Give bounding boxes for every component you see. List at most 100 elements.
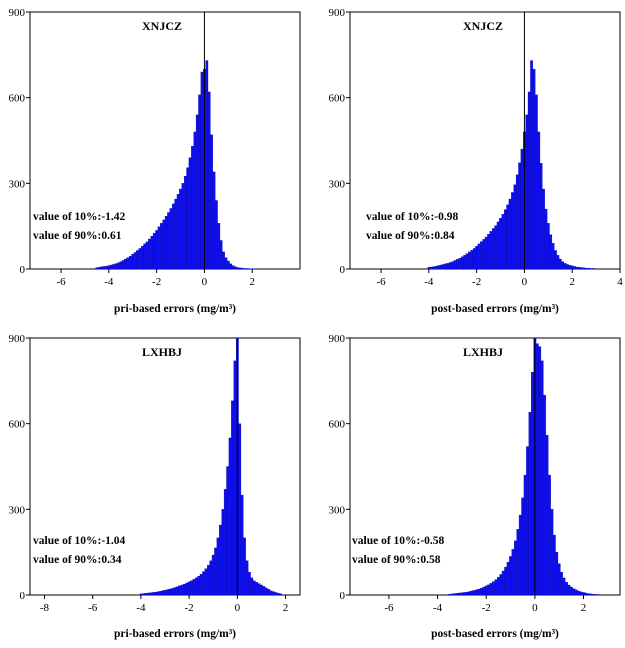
histogram-bar [578,267,581,270]
x-tick-label: -6 [384,602,394,614]
histogram-bar [589,268,593,270]
histogram-bar [149,592,152,596]
y-tick-label: 0 [20,264,26,276]
x-axis-ticks: -6 -4 -2 0 2 [56,269,255,288]
histogram-bar [577,590,581,596]
histogram-bar [554,250,557,270]
histogram-bar [215,200,218,270]
histogram-bar [518,162,521,270]
histogram-bar [569,586,573,596]
histogram-bar [574,589,578,596]
y-tick-label: 300 [329,504,346,516]
histogram-bar [526,446,529,596]
histogram-bar [582,592,585,596]
histogram-bar [234,266,237,270]
histogram-bar [146,592,150,596]
histogram-bar [180,584,184,596]
histogram-bar [439,264,443,270]
histogram-bar [489,231,493,270]
histogram-bar [566,264,569,270]
histogram-bar [250,577,254,596]
histogram-bar [209,560,213,596]
y-tick-label: 600 [329,419,346,431]
histogram-bar [100,266,104,270]
x-tick-label: -4 [433,602,443,614]
histogram-bar [252,580,256,596]
histogram-bar [530,60,533,270]
histogram-bar [207,91,211,270]
histogram-bar [172,203,175,270]
histogram-bars [448,337,600,596]
histogram-bar [199,574,203,596]
histogram-bar [243,537,246,596]
histogram-bar [515,174,519,270]
histogram-bar [545,434,549,596]
histogram-bar [556,255,560,270]
histogram-bar [222,251,225,270]
histogram-bar [432,266,435,270]
histogram-bar [479,588,483,596]
panel-title: LXHBJ [142,345,182,359]
histogram-bar [262,586,266,596]
histogram-bars [427,60,598,270]
annotation-10-percent: value of 10%:-0.58 [352,535,445,547]
histogram-bar [200,71,204,270]
x-tick-label: 0 [532,602,538,614]
histogram-panel-xnjcz-post: -6 -4 -2 0 2 4 0 300 600 900 XNJCZ value of 10%:… [329,7,624,315]
histogram-bar [562,577,566,596]
histogram-bar [539,163,543,270]
histogram-bar [572,588,576,596]
y-tick-label: 600 [329,93,346,105]
x-tick-label: -6 [376,276,386,288]
histogram-bar [173,587,177,596]
histogram-bar [202,571,205,596]
histogram-bar [223,489,227,596]
annotation-90-percent: value of 90%:0.58 [352,554,441,566]
histogram-bar [501,214,505,270]
x-tick-label: -2 [152,276,161,288]
histogram-bar [549,234,553,270]
histogram-bar [226,260,230,270]
histogram-bar [451,261,455,270]
x-tick-label: 2 [569,276,575,288]
histogram-bar [575,266,579,270]
histogram-bar [198,94,201,270]
annotation-90-percent: value of 90%:0.34 [33,554,122,566]
histogram-bar [477,588,481,596]
histogram-bar [591,593,595,596]
histogram-bar [148,238,151,270]
histogram-bar [448,593,452,596]
histogram-bar [204,568,208,596]
histogram-bar [567,584,571,596]
histogram-bar [460,256,464,270]
histogram-bar [538,346,542,596]
histogram-bar [192,579,196,596]
histogram-bar [551,243,555,270]
y-tick-label: 900 [329,7,346,19]
histogram-bar [544,208,548,270]
histogram-bar [276,593,280,596]
histogram-bar [188,157,192,270]
x-tick-label: 2 [249,276,255,288]
histogram-bar [480,241,483,270]
histogram-bar [465,253,469,270]
histogram-panel-xnjcz-pri: -6 -4 -2 0 2 0 300 600 900 XNJCZ value of 10%:-… [9,7,301,315]
histogram-bar [537,131,541,270]
histogram-bar [518,514,522,596]
histogram-bar [133,252,137,270]
x-tick-label: 2 [283,602,289,614]
histogram-bar [241,267,245,270]
histogram-bar [269,590,273,596]
histogram-bar [450,593,454,596]
histogram-bar [138,248,142,270]
histogram-bar [195,114,199,270]
histogram-bar [475,246,478,270]
y-tick-label: 600 [9,93,26,105]
histogram-bar [129,255,132,270]
histogram-bar [257,583,261,596]
x-axis-label: post-based errors (mg/m³) [431,628,559,640]
histogram-bar [219,240,223,270]
histogram-bar [193,131,197,270]
histogram-bar [531,372,534,596]
